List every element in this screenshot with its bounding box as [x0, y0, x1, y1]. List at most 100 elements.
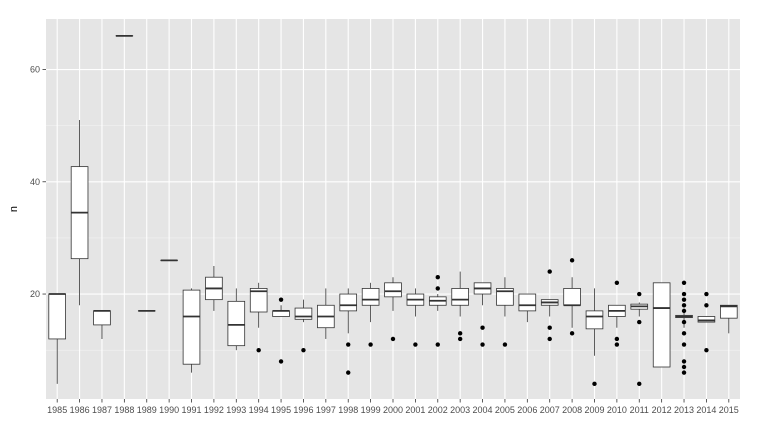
outlier-point: [614, 336, 620, 342]
outlier-point: [637, 381, 642, 387]
x-tick-label: 1987: [92, 405, 112, 415]
box-2003: [451, 271, 469, 342]
box-body: [585, 310, 604, 330]
box-body: [294, 307, 313, 320]
x-tick-label: 1999: [361, 405, 381, 415]
x-tick-label: 1993: [226, 405, 246, 415]
outlier-point: [704, 347, 709, 353]
x-tick-label: 2011: [630, 405, 649, 415]
outlier-point: [480, 342, 485, 347]
outlier-point: [681, 331, 687, 336]
outlier-point: [681, 308, 687, 314]
outlier-point: [502, 342, 508, 347]
outlier-point: [704, 291, 709, 297]
outlier-point: [480, 325, 485, 330]
outlier-point: [390, 336, 396, 342]
x-tick-label: 1989: [137, 405, 157, 415]
box-2001: [406, 288, 425, 347]
y-tick-label: 20: [30, 289, 40, 299]
outlier-point: [614, 280, 620, 286]
outlier-point: [681, 303, 687, 308]
outlier-point: [681, 280, 687, 286]
box-1991: [182, 288, 201, 373]
box-2010: [608, 280, 626, 347]
outlier-point: [346, 342, 351, 347]
x-tick-label: 2013: [674, 405, 694, 415]
box-2012: [652, 282, 671, 368]
x-tick-label: 1990: [159, 405, 179, 415]
x-tick-label: 2005: [495, 405, 515, 415]
box-2002: [428, 274, 447, 347]
box-body: [384, 282, 402, 298]
outlier-point: [681, 342, 687, 347]
y-axis-title: n: [8, 206, 20, 212]
box-2009: [585, 288, 604, 387]
outlier-point: [704, 303, 709, 308]
box-2000: [384, 277, 402, 342]
outlier-point: [681, 291, 687, 297]
box-2004: [473, 282, 492, 347]
outlier-point: [547, 325, 552, 330]
grid-major: [46, 19, 740, 399]
x-tick-label: 2010: [607, 405, 627, 415]
x-tick-label: 2009: [584, 405, 604, 415]
outlier-point: [637, 291, 642, 297]
outlier-point: [592, 381, 597, 387]
box-body: [48, 293, 66, 340]
box-1985: [48, 293, 66, 384]
box-1987: [93, 309, 111, 339]
box-body: [652, 282, 671, 368]
box-1993: [227, 288, 246, 351]
box-2005: [496, 277, 514, 347]
outlier-point: [368, 342, 373, 347]
x-tick-label: 2008: [562, 405, 582, 415]
box-1998: [339, 288, 358, 375]
x-tick-label: 2006: [517, 405, 537, 415]
x-tick-label: 1985: [47, 405, 67, 415]
outlier-point: [614, 342, 620, 347]
x-tick-label: 2000: [383, 405, 403, 415]
x-axis: 1985 1986 1987 1988 1989 1990 1991 1992 1993 1994…: [47, 399, 739, 415]
box-1992: [205, 265, 223, 311]
x-tick-label: 2014: [696, 405, 716, 415]
box-body: [361, 288, 380, 306]
x-tick-label: 1998: [338, 405, 358, 415]
outlier-point: [681, 319, 687, 325]
x-tick-label: 2004: [473, 405, 493, 415]
x-tick-label: 2003: [450, 405, 470, 415]
x-tick-label: 1995: [271, 405, 291, 415]
x-tick-label: 2001: [405, 405, 425, 415]
outlier-point: [278, 297, 284, 302]
box-2014: [697, 291, 716, 353]
outlier-point: [569, 258, 575, 263]
box-1996: [294, 299, 313, 353]
y-tick-label: 60: [30, 65, 40, 75]
box-body: [339, 293, 358, 312]
box-body: [518, 293, 537, 312]
outlier-point: [547, 269, 552, 274]
outlier-point: [681, 370, 687, 375]
outlier-point: [457, 331, 463, 336]
y-axis: 20 40 60: [30, 65, 46, 299]
box-2007: [540, 269, 559, 342]
outlier-point: [278, 359, 284, 364]
outlier-point: [681, 297, 687, 302]
box-body: [182, 289, 201, 365]
box-body: [720, 304, 738, 319]
box-body: [451, 288, 469, 306]
outlier-point: [413, 342, 418, 347]
outlier-point: [569, 331, 575, 336]
outlier-point: [435, 342, 440, 347]
outlier-point: [346, 370, 351, 375]
x-tick-label: 1991: [182, 405, 202, 415]
x-tick-label: 1988: [114, 405, 134, 415]
outlier-point: [435, 286, 440, 291]
x-tick-label: 1997: [316, 405, 336, 415]
outlier-point: [256, 347, 261, 353]
outlier-point: [681, 364, 687, 370]
outlier-point: [637, 319, 642, 325]
x-tick-label: 2007: [540, 405, 560, 415]
box-body: [496, 288, 514, 306]
box-body: [697, 316, 716, 323]
